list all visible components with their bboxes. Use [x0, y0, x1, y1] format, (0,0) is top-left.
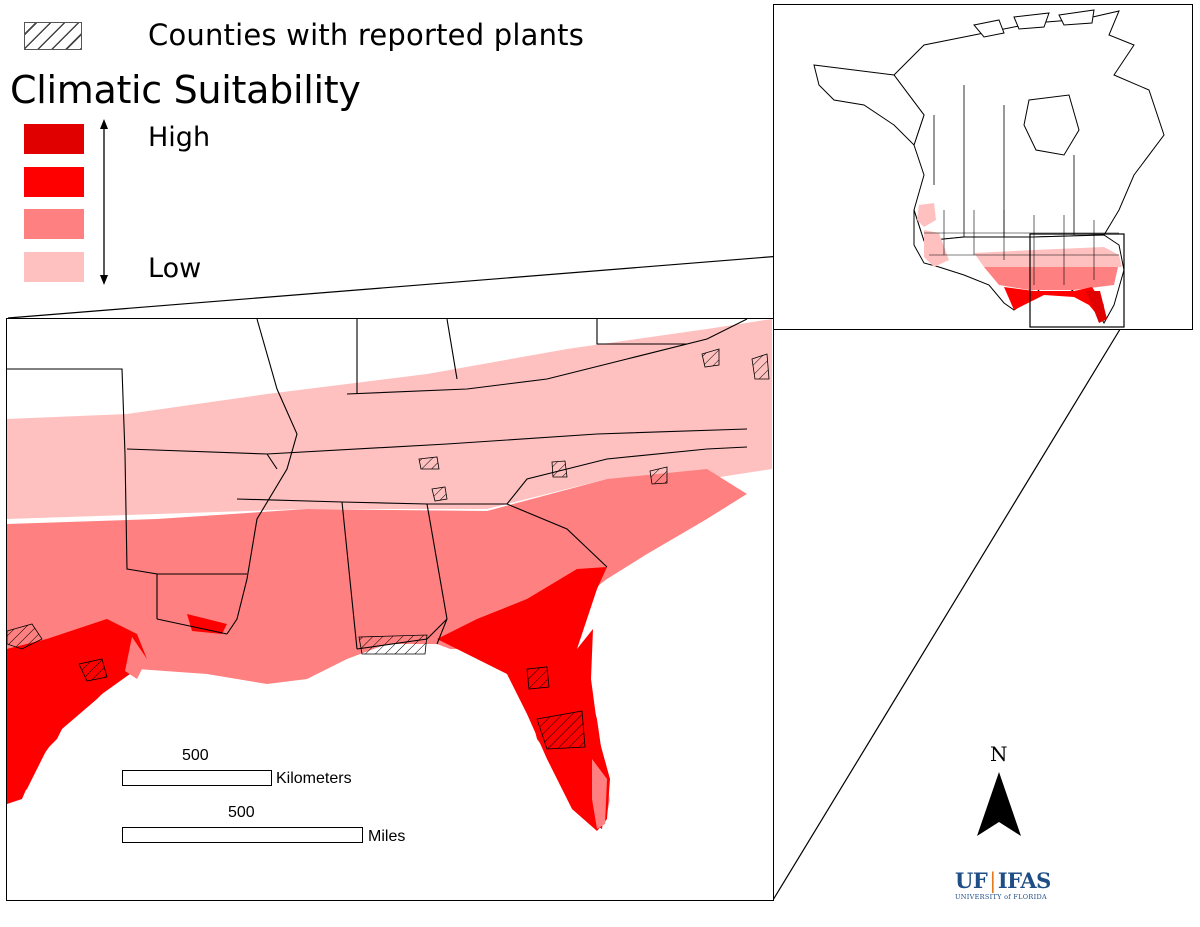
scale-km-unit: Kilometers — [276, 770, 352, 787]
legend-low-label: Low — [148, 253, 202, 284]
inset-map-frame — [773, 4, 1193, 330]
logo-separator: | — [989, 869, 996, 893]
scale-mi-unit: Miles — [368, 828, 406, 845]
scale-km-bar — [122, 770, 272, 786]
ufifas-logo: UF|IFAS — [955, 868, 1051, 893]
swatch-medium — [24, 209, 84, 239]
north-label: N — [990, 742, 1008, 766]
scale-km-value: 500 — [182, 747, 209, 764]
main-map-frame — [6, 318, 774, 901]
zoom-extent-box — [1029, 233, 1125, 328]
legend-high-label: High — [148, 122, 211, 153]
logo-uf: UF — [955, 868, 988, 893]
swatch-high — [24, 167, 84, 197]
southeast-us-map — [6, 318, 772, 899]
swatch-highest — [24, 124, 84, 154]
hatch-swatch — [24, 22, 82, 50]
scale-mi-value: 500 — [228, 804, 255, 821]
legend-title: Climatic Suitability — [10, 68, 361, 112]
logo-subtitle: UNIVERSITY of FLORIDA — [955, 893, 1047, 901]
gradient-arrow-icon — [100, 119, 108, 285]
scale-mi-bar — [122, 827, 363, 843]
hatch-legend-label: Counties with reported plants — [148, 18, 585, 52]
north-america-inset-map — [813, 9, 1165, 328]
logo-ifas: IFAS — [997, 868, 1051, 893]
north-arrow-icon — [977, 772, 1021, 836]
swatch-low — [24, 252, 84, 282]
